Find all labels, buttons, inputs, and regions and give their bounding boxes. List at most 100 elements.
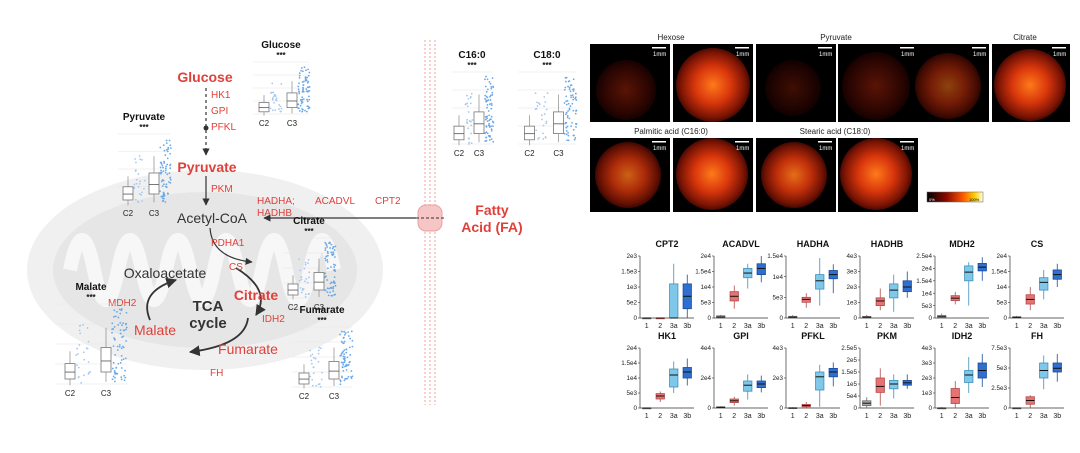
data-point [327,294,330,297]
box [964,370,974,383]
data-point [487,110,490,112]
data-point [297,88,300,91]
data-point [168,139,171,142]
data-point [469,102,472,105]
data-point [134,158,137,160]
data-point [118,345,121,348]
data-point [485,131,488,134]
data-point [160,180,163,183]
data-point [486,120,489,123]
boxplot-cpt2: CPT2 0 5e2 1e3 1.5e3 2e3 1 2 3a 3b [621,239,694,330]
data-point [125,311,128,314]
data-point [271,109,274,112]
data-point [488,139,491,141]
x-tick-label: 2 [658,323,662,330]
data-point [272,91,275,94]
data-point [299,269,302,272]
data-point [123,379,126,382]
data-point [76,347,78,350]
data-point [273,93,276,96]
enzyme-expression-boxplots: CPT2 0 5e2 1e3 1.5e3 2e3 1 2 3a 3b ACADVL 0 5e3 1e4 1.… [621,239,1064,420]
tissue-section [761,142,827,208]
x-tick-label: 3b [1053,413,1061,420]
data-point [565,100,568,103]
data-point [160,195,163,198]
data-point [567,80,570,83]
x-tick-label: 3b [683,413,691,420]
data-point [112,361,115,364]
x-tick-label: 1 [1015,413,1019,420]
x-tick-label: 3a [890,413,898,420]
data-point [326,291,329,294]
x-tick-label: 2 [953,413,957,420]
x-tick-label: 3a [816,413,824,420]
y-tick-label: 5e3 [772,295,783,302]
x-tick-label: 3b [978,413,986,420]
data-point [304,109,306,112]
data-point [467,143,470,145]
data-point [464,103,467,106]
data-point [536,101,539,104]
data-point [164,171,167,174]
y-tick-label: 2e3 [772,375,783,382]
data-point [162,170,165,172]
data-point [571,102,574,105]
data-point [309,349,311,352]
scale-bar-label: 1mm [736,52,749,58]
data-point [490,125,492,128]
data-point [167,148,170,151]
y-tick-label: 0 [707,405,711,412]
boxplot-hk1: HK1 0 5e3 1e4 1.5e4 2e4 1 2 3a 3b [621,331,694,420]
x-tick-label: 3b [978,323,986,330]
data-point [306,100,309,103]
msi-pair-pyruvate: Pyruvate [756,33,918,122]
data-point [304,78,307,80]
data-point [82,324,84,326]
data-point [485,90,488,93]
data-point [340,375,343,378]
scale-bar [900,47,914,49]
y-tick-label: 0 [1003,315,1007,322]
data-point [332,263,335,266]
data-point [537,138,539,140]
scale-bar-label: 1mm [736,146,749,152]
data-point [484,140,487,142]
data-point [308,90,311,92]
data-point [484,94,487,97]
data-point [486,78,489,81]
data-point [342,363,345,366]
x-tick-label: 3a [890,323,898,330]
y-tick-label: 2e4 [996,253,1007,260]
data-point [307,258,310,261]
box [875,297,885,307]
data-point [484,118,487,121]
significance-stars: *** [317,316,327,325]
data-point [159,190,161,193]
data-point [469,95,472,98]
data-point [139,180,141,183]
data-point [350,330,353,333]
y-tick-label: 5e2 [626,300,637,307]
y-tick-label: 3e3 [921,360,932,367]
y-tick-label: 0 [1003,405,1007,412]
x-tick-label: 3b [829,323,837,330]
boxplot-title: ACADVL [722,239,760,249]
data-point [565,130,568,132]
data-point [334,256,336,258]
data-point [275,99,278,102]
box [100,347,112,373]
y-tick-label: 1e4 [626,375,637,382]
data-point [574,96,577,99]
data-point [567,139,570,142]
data-point [119,329,122,332]
y-tick-label: 0 [707,315,711,322]
enzyme-fh: FH [210,368,223,379]
scale-bar [818,47,832,49]
x-tick-label: 2 [658,413,662,420]
data-point [124,369,126,372]
data-point [350,377,353,380]
data-point [314,357,317,360]
y-tick-label: 2e3 [921,375,932,382]
data-point [545,122,548,125]
boxplot-title: HADHB [871,239,904,249]
